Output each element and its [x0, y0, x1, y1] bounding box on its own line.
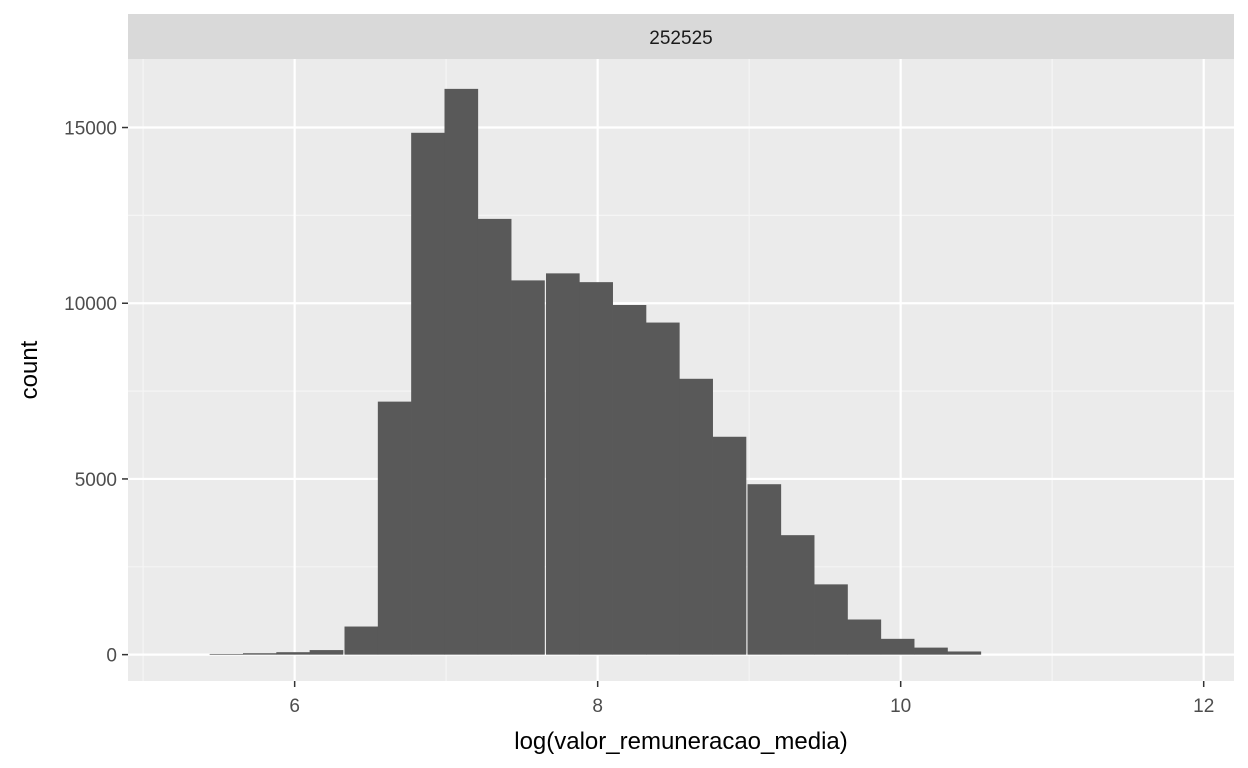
y-tick-label: 0 [106, 646, 117, 667]
histogram-bar [242, 653, 277, 655]
histogram-bar [546, 273, 580, 655]
x-tick-label: 8 [592, 696, 603, 717]
x-axis-title: log(valor_remuneracao_media) [514, 728, 848, 755]
x-tick-label: 10 [890, 696, 911, 717]
histogram-bar [814, 584, 848, 655]
y-tick-label: 10000 [64, 294, 117, 315]
histogram-bar [712, 436, 747, 655]
histogram-bar [847, 619, 882, 655]
histogram-bar [377, 401, 412, 655]
minor-gridlines [128, 59, 1234, 681]
histogram-bar [477, 218, 512, 655]
histogram-bar [947, 651, 982, 655]
y-tick-label: 5000 [75, 470, 117, 491]
y-tick-label: 15000 [64, 119, 117, 140]
histogram-bar [914, 647, 948, 655]
histogram-bar [411, 132, 445, 655]
x-tick-label: 6 [289, 696, 300, 717]
histogram-bar [612, 304, 647, 655]
histogram-bar [309, 650, 344, 655]
histogram-bar [579, 282, 613, 655]
y-axis-title: count [16, 340, 43, 399]
histogram-bar [444, 88, 479, 655]
strip-background [128, 14, 1234, 59]
histogram-bar [344, 626, 379, 655]
x-axis: 6 8 10 12 [289, 681, 1214, 717]
facet-strip-label: 252525 [649, 28, 712, 49]
histogram-bar [780, 535, 815, 655]
histogram-bar [646, 322, 680, 655]
histogram-bars [209, 88, 982, 655]
y-axis: 0 5000 10000 15000 [64, 119, 128, 667]
histogram-bar [679, 378, 713, 655]
histogram-bar [747, 484, 782, 655]
histogram-bar [880, 638, 915, 655]
x-tick-label: 12 [1193, 696, 1214, 717]
histogram-bar [276, 652, 310, 655]
histogram-bar [511, 280, 545, 655]
histogram-bar [209, 653, 244, 655]
